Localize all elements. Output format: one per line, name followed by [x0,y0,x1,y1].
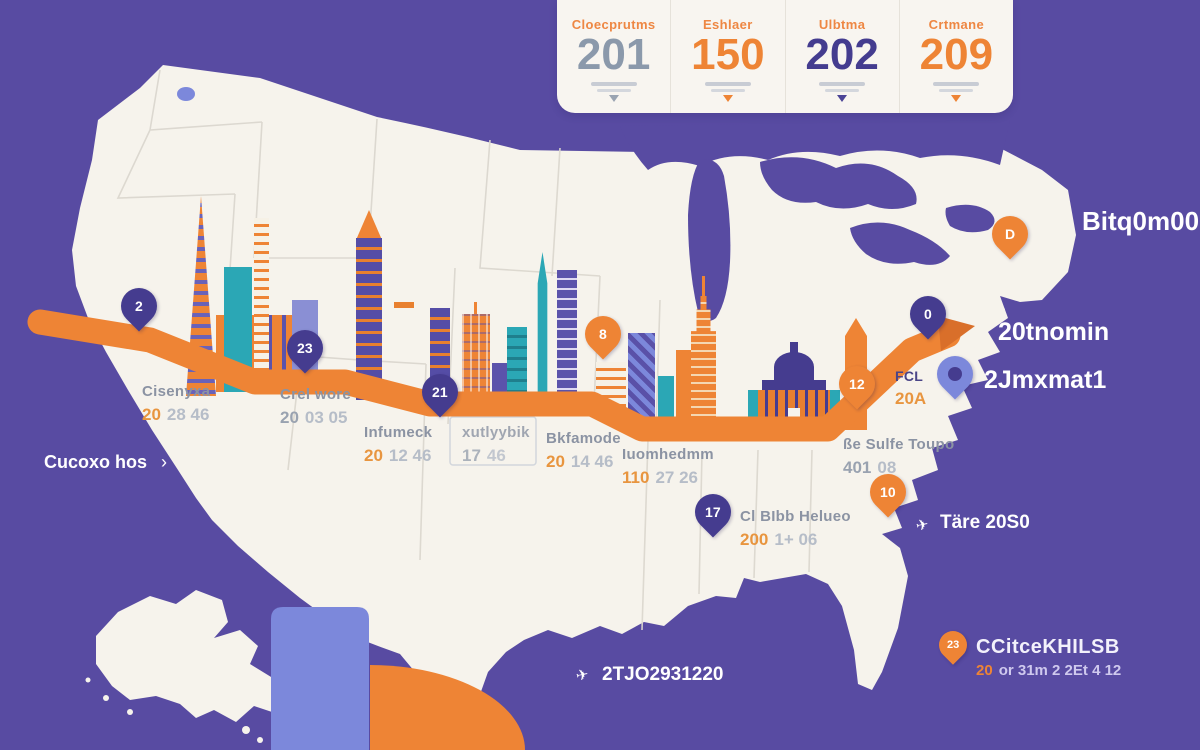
building-teal-spire [537,252,548,408]
arrow-down-icon [722,95,733,103]
stat-subtext [596,89,631,93]
bottom-right-card-title: CCitceKHILSB [976,636,1120,658]
building-purple-cream-striped [557,270,577,408]
arrow-down-icon [608,95,619,103]
building-purple-small [492,363,507,406]
orange-arc-shape [370,665,525,750]
stat-card: Crtmane 209 [898,0,1013,113]
map-pin[interactable]: 2 [113,280,165,332]
blue-bar-shape [271,607,369,750]
alaska-shape [85,590,292,743]
map-pin[interactable]: D [984,208,1036,260]
map-pin[interactable]: 21 [414,366,466,418]
city-stat-label: Cisenyxa 20 28 46 [142,383,211,424]
city-stat-label: Bkfamode 20 14 46 [546,430,621,471]
capitol-wing-left [748,390,758,431]
stats-panel: Cloecprutms 201 Eshlaer 150 Ulbtma 202 C… [557,0,1013,113]
puget-lake [177,87,195,101]
building-empire-antenna [702,276,705,298]
plane-icon: ✈ [914,515,931,536]
map-pin[interactable]: 8 [577,308,629,360]
city-stat-label: Iuomhedmm 110 27 26 [622,446,714,487]
stat-subtext [819,82,866,87]
building-teal-low [658,376,674,430]
annotation-west-coast: Cucoxo hos › [44,452,168,472]
map-pin[interactable] [929,348,981,400]
capitol-door [788,408,800,431]
bottom-right-card-sub: 20 or 31m 2 2Et 4 12 [976,662,1122,679]
building-purple-striped-tower [356,238,382,400]
building-purple-windowed [388,308,420,404]
building-orange-antenna [474,302,477,316]
pin-dot [948,367,962,381]
stat-subtext [704,82,751,87]
annotation-northeast-big: Bitq0m00 [1082,206,1200,236]
building-teal-banded [507,327,527,406]
building-orange-cap [356,210,382,240]
capitol-dome [774,352,814,382]
stat-subtext [590,82,637,87]
stat-subtext [825,89,860,93]
annotation-northeast-low: 2Jmxmat1 [984,366,1107,394]
building-orange-spire-cap [845,318,867,336]
building-purple-slim [271,250,289,392]
building-cream-low [596,362,626,412]
building-teal-tower [224,267,252,392]
city-stat-label: FCL 20A [895,368,927,408]
annotation-northeast-mid: 20tnomin [998,318,1110,346]
arrow-down-icon [951,95,962,103]
stat-card: Eshlaer 150 [670,0,784,113]
plane-icon: ✈ [574,665,591,686]
stat-subtext [939,89,974,93]
building-purple-step-tower [720,328,746,431]
building-pyramid-tower [186,196,216,396]
building-roof-frame [394,302,414,308]
city-stat-label: ße Sulfe Toupo 401 08 [843,436,955,477]
map-pin[interactable]: 17 [687,486,739,538]
building-orange-tower [462,314,490,408]
building-hatch-tower [628,333,655,430]
chevron-right-icon: › [161,452,168,472]
city-stat-label: Cl BIbb Helueo 200 1+ 06 [740,508,851,549]
city-stat-label: Crel wore 20 03 05 [280,386,352,427]
capitol-pediment [762,380,826,390]
annotation-flight-east: Täre 20S0 [940,512,1030,533]
capitol-wing-right [830,390,840,431]
stat-subtext [933,82,980,87]
city-stat-label: xutlyybik 17 46 [462,424,530,465]
city-stat-label: Infumeck 20 12 46 [364,424,433,465]
stat-subtext [710,89,745,93]
building-empire-state [691,296,716,431]
stat-card: Ulbtma 202 [784,0,899,113]
arrow-down-icon [837,95,848,103]
annotation-flight-south: 2TJO2931220 [602,664,724,685]
map-pin[interactable]: 0 [902,288,954,340]
building-cream-tower [254,218,269,392]
stat-card: Cloecprutms 201 [557,0,670,113]
map-pin[interactable]: 23 [933,625,973,665]
great-lakes [620,120,1010,321]
